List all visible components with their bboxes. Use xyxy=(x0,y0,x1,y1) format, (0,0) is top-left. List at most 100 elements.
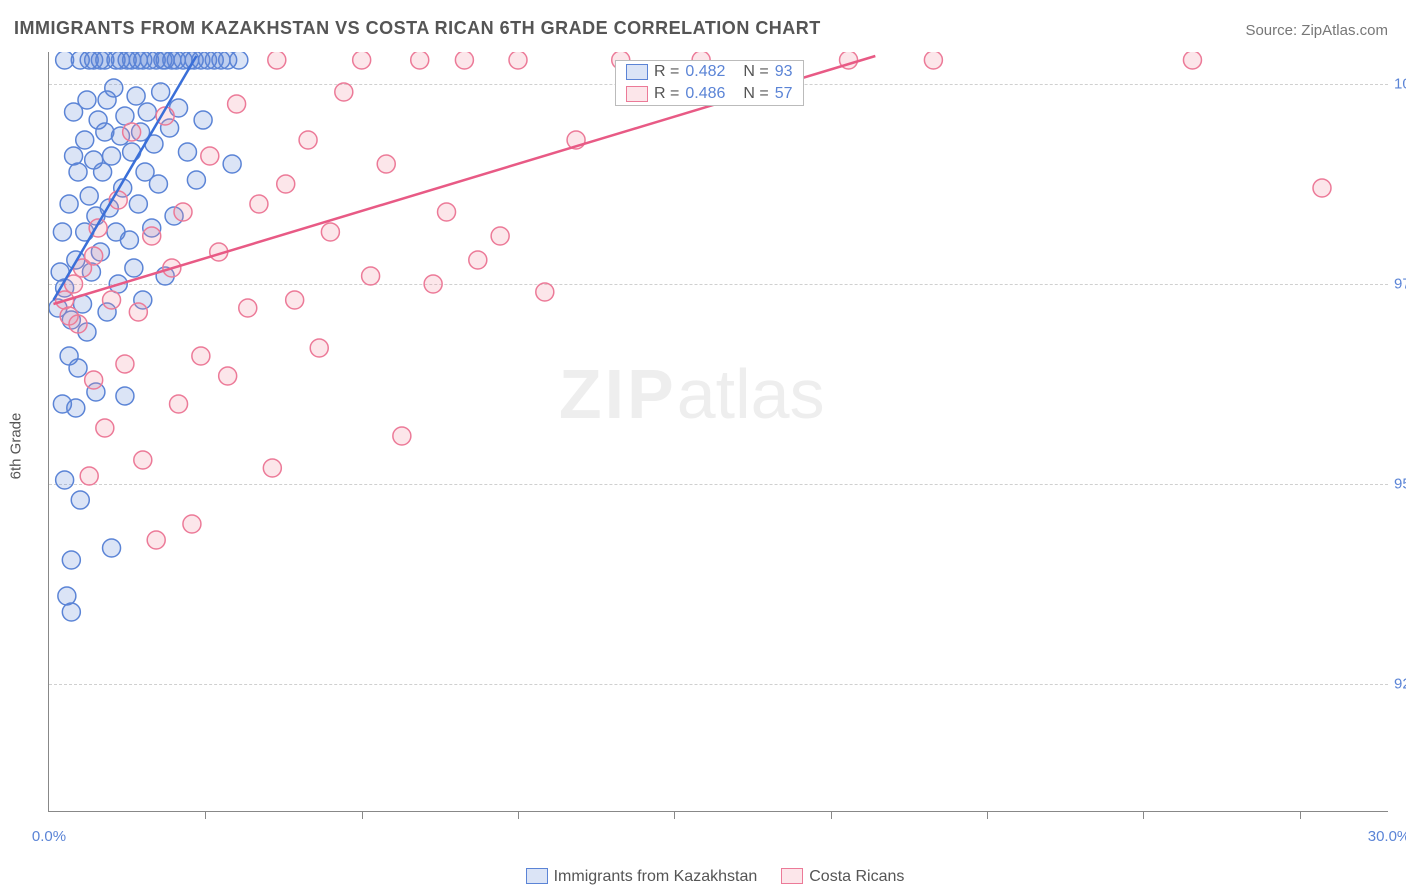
scatter-point xyxy=(116,355,134,373)
scatter-point xyxy=(228,95,246,113)
scatter-point xyxy=(509,52,527,69)
scatter-point xyxy=(411,52,429,69)
x-tick-mark xyxy=(1143,811,1144,819)
scatter-point xyxy=(491,227,509,245)
y-tick-label: 92.5% xyxy=(1394,676,1406,693)
scatter-point xyxy=(80,187,98,205)
legend-swatch xyxy=(781,868,803,884)
scatter-point xyxy=(127,87,145,105)
chart-title: IMMIGRANTS FROM KAZAKHSTAN VS COSTA RICA… xyxy=(14,18,821,39)
scatter-point xyxy=(230,52,248,69)
y-tick-label: 97.5% xyxy=(1394,276,1406,293)
scatter-point xyxy=(424,275,442,293)
scatter-point xyxy=(56,471,74,489)
scatter-point xyxy=(94,163,112,181)
legend-n-value: 93 xyxy=(775,63,793,81)
scatter-point xyxy=(194,111,212,129)
x-tick-mark xyxy=(1300,811,1301,819)
scatter-point xyxy=(123,123,141,141)
scatter-point xyxy=(268,52,286,69)
scatter-point xyxy=(924,52,942,69)
legend-n-label: N = xyxy=(743,85,768,103)
scatter-point xyxy=(58,587,76,605)
x-tick-mark xyxy=(518,811,519,819)
legend-swatch xyxy=(626,64,648,80)
scatter-point xyxy=(438,203,456,221)
scatter-point xyxy=(69,359,87,377)
legend-bottom: Immigrants from Kazakhstan Costa Ricans xyxy=(0,868,1406,886)
plot-area: ZIPatlas 92.5%95.0%97.5%100.0%0.0%30.0%R… xyxy=(48,52,1388,812)
scatter-point xyxy=(53,223,71,241)
x-tick-label: 30.0% xyxy=(1368,828,1406,845)
scatter-point xyxy=(239,299,257,317)
source-label: Source: ZipAtlas.com xyxy=(1245,22,1388,39)
scatter-point xyxy=(143,227,161,245)
x-tick-mark xyxy=(987,811,988,819)
scatter-point xyxy=(85,371,103,389)
scatter-point xyxy=(69,163,87,181)
x-tick-mark xyxy=(674,811,675,819)
x-tick-mark xyxy=(362,811,363,819)
legend-n-label: N = xyxy=(743,63,768,81)
scatter-point xyxy=(147,531,165,549)
scatter-point xyxy=(67,399,85,417)
scatter-point xyxy=(174,203,192,221)
scatter-point xyxy=(178,143,196,161)
scatter-point xyxy=(80,467,98,485)
y-tick-label: 100.0% xyxy=(1394,76,1406,93)
scatter-point xyxy=(123,143,141,161)
scatter-point xyxy=(277,175,295,193)
scatter-point xyxy=(1313,179,1331,197)
scatter-point xyxy=(335,83,353,101)
scatter-point xyxy=(377,155,395,173)
scatter-point xyxy=(250,195,268,213)
legend-swatch xyxy=(626,86,648,102)
scatter-point xyxy=(321,223,339,241)
scatter-point xyxy=(71,491,89,509)
y-axis-label: 6th Grade xyxy=(8,413,25,480)
legend-top: R = 0.482 N = 93 R = 0.486 N = 57 xyxy=(615,60,804,106)
scatter-point xyxy=(393,427,411,445)
x-tick-mark xyxy=(831,811,832,819)
scatter-point xyxy=(1183,52,1201,69)
legend-swatch xyxy=(526,868,548,884)
scatter-point xyxy=(353,52,371,69)
y-tick-label: 95.0% xyxy=(1394,476,1406,493)
scatter-point xyxy=(455,52,473,69)
legend-r-value: 0.486 xyxy=(685,85,725,103)
scatter-point xyxy=(103,147,121,165)
x-tick-label: 0.0% xyxy=(32,828,66,845)
scatter-point xyxy=(62,551,80,569)
legend-n-value: 57 xyxy=(775,85,793,103)
scatter-point xyxy=(65,147,83,165)
legend-series-label: Immigrants from Kazakhstan xyxy=(554,868,758,885)
scatter-point xyxy=(223,155,241,173)
legend-r-value: 0.482 xyxy=(685,63,725,81)
chart-container: IMMIGRANTS FROM KAZAKHSTAN VS COSTA RICA… xyxy=(0,0,1406,892)
scatter-point xyxy=(103,291,121,309)
legend-row: R = 0.482 N = 93 xyxy=(616,61,803,83)
legend-series-label: Costa Ricans xyxy=(809,868,904,885)
scatter-point xyxy=(187,171,205,189)
scatter-point xyxy=(192,347,210,365)
legend-row: R = 0.486 N = 57 xyxy=(616,83,803,105)
scatter-point xyxy=(69,315,87,333)
scatter-point xyxy=(362,267,380,285)
scatter-point xyxy=(120,231,138,249)
scatter-point xyxy=(310,339,328,357)
legend-r-label: R = xyxy=(654,85,679,103)
scatter-point xyxy=(152,83,170,101)
scatter-point xyxy=(536,283,554,301)
scatter-point xyxy=(201,147,219,165)
scatter-point xyxy=(129,303,147,321)
scatter-point xyxy=(96,419,114,437)
legend-r-label: R = xyxy=(654,63,679,81)
scatter-point xyxy=(105,79,123,97)
scatter-point xyxy=(78,91,96,109)
scatter-point xyxy=(125,259,143,277)
scatter-point xyxy=(85,247,103,265)
scatter-svg xyxy=(49,52,1389,812)
scatter-point xyxy=(170,395,188,413)
scatter-point xyxy=(219,367,237,385)
x-tick-mark xyxy=(205,811,206,819)
